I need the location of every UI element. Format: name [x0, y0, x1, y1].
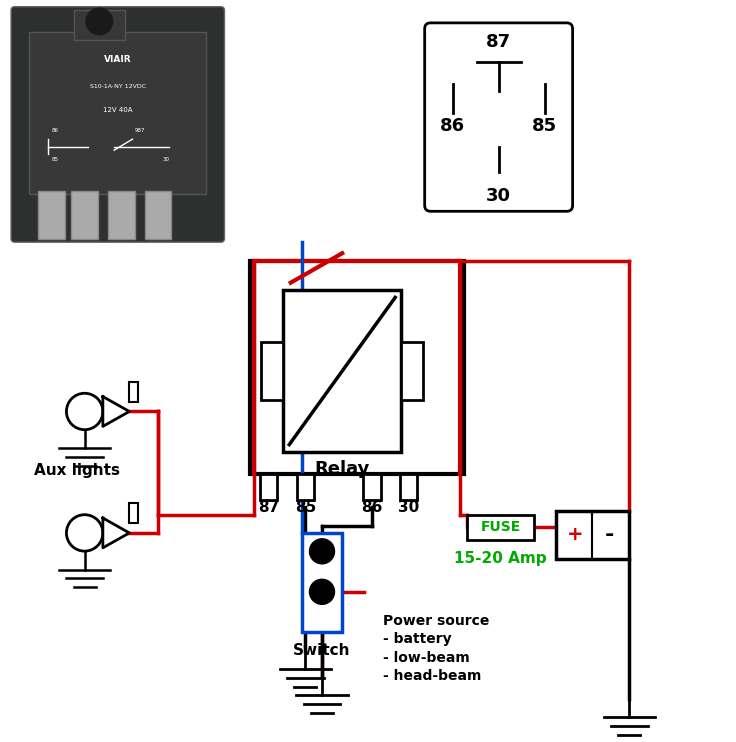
FancyBboxPatch shape — [425, 23, 573, 211]
Text: S10-1A-NY 12VDC: S10-1A-NY 12VDC — [90, 84, 146, 88]
Text: 86: 86 — [361, 500, 383, 515]
Text: Aux lights: Aux lights — [35, 463, 120, 478]
Text: 85: 85 — [52, 157, 59, 162]
Bar — [297, 474, 314, 500]
Text: 86: 86 — [52, 128, 59, 133]
Text: +: + — [567, 525, 584, 545]
Bar — [130, 381, 138, 401]
Bar — [400, 474, 417, 500]
Bar — [74, 10, 125, 40]
Text: 85: 85 — [295, 500, 316, 515]
Bar — [401, 341, 423, 401]
Bar — [363, 474, 381, 500]
Text: 85: 85 — [532, 117, 557, 136]
Text: 30: 30 — [398, 500, 419, 515]
Circle shape — [309, 539, 334, 564]
Bar — [283, 290, 401, 452]
Polygon shape — [103, 518, 130, 548]
Bar — [302, 533, 342, 632]
Bar — [38, 191, 65, 238]
Text: 30: 30 — [162, 157, 169, 162]
Text: 87: 87 — [258, 500, 279, 515]
Circle shape — [309, 580, 334, 604]
Text: Relay: Relay — [314, 460, 370, 478]
Circle shape — [66, 515, 103, 551]
Bar — [108, 191, 135, 238]
Bar — [250, 260, 464, 474]
Text: Power source
- battery
- low-beam
- head-beam: Power source - battery - low-beam - head… — [383, 614, 489, 683]
Text: 987: 987 — [135, 128, 145, 133]
Text: 30: 30 — [486, 187, 511, 205]
Bar — [29, 33, 206, 194]
Text: Switch: Switch — [293, 643, 351, 658]
Bar — [130, 503, 138, 523]
Circle shape — [86, 8, 113, 35]
Bar — [556, 510, 629, 559]
Text: 86: 86 — [440, 117, 465, 136]
Bar — [145, 191, 171, 238]
Bar — [261, 341, 283, 401]
Text: -: - — [605, 525, 614, 545]
Text: FUSE: FUSE — [481, 520, 520, 534]
Circle shape — [66, 393, 103, 430]
FancyBboxPatch shape — [11, 7, 224, 242]
Polygon shape — [103, 396, 130, 427]
Text: VIAIR: VIAIR — [104, 55, 132, 64]
Text: 87: 87 — [486, 33, 512, 51]
Bar — [71, 191, 98, 238]
Text: 15-20 Amp: 15-20 Amp — [454, 551, 547, 566]
Bar — [467, 514, 534, 540]
Bar — [260, 474, 277, 500]
Text: 12V 40A: 12V 40A — [103, 107, 132, 113]
